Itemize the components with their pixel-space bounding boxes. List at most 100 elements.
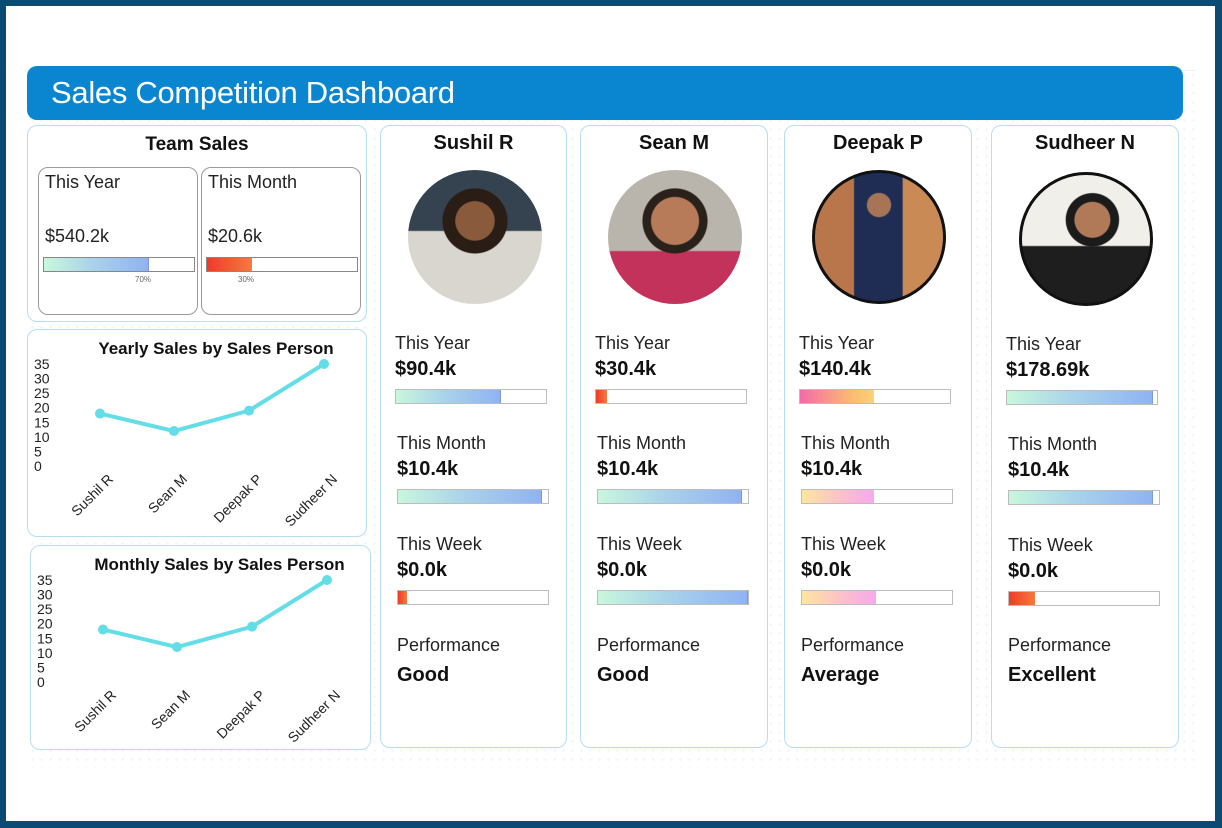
progress-fill <box>1009 491 1153 504</box>
metric-value: $0.0k <box>1008 560 1059 582</box>
team-card-value: $20.6k <box>208 226 263 246</box>
y-tick-label: 10 <box>37 645 53 661</box>
data-point[interactable] <box>95 408 105 419</box>
series-line <box>102 578 329 650</box>
metric-value: $0.0k <box>801 559 852 581</box>
data-point[interactable] <box>322 575 332 585</box>
progress-fill <box>396 390 501 403</box>
x-tick-label: Sudheer N <box>281 471 340 530</box>
y-tick-label: 30 <box>34 371 50 387</box>
data-point[interactable] <box>244 405 254 416</box>
team-card-percent: 70% <box>135 275 152 284</box>
metric-value: $30.4k <box>595 358 657 380</box>
team-sales-panel: Team Sales This Year $540.2k 70% This Mo… <box>27 125 367 322</box>
metric-label: This Month <box>597 433 687 453</box>
metric-value: $0.0k <box>597 559 648 581</box>
x-tick-label: Sean M <box>148 687 193 732</box>
monthly-sales-chart-panel: Monthly Sales by Sales Person 0 5 10 15 20 25 3… <box>30 545 371 750</box>
metric-value: $10.4k <box>801 458 863 480</box>
data-point[interactable] <box>169 426 179 437</box>
metric-value: $90.4k <box>395 358 457 380</box>
team-card-label: This Year <box>45 172 121 192</box>
progress-fill <box>802 490 874 503</box>
metric-progress-bar <box>395 389 547 404</box>
metric-value: $178.69k <box>1006 359 1090 381</box>
progress-fill <box>800 390 874 403</box>
performance-rating: Good <box>397 664 450 686</box>
chart-title: Monthly Sales by Sales Person <box>94 555 344 574</box>
y-tick-label: 25 <box>37 601 53 617</box>
metric-progress-bar <box>801 489 953 504</box>
y-tick-label: 5 <box>37 659 45 675</box>
salesperson-name: Sushil R <box>433 132 514 154</box>
performance-rating: Average <box>801 664 880 686</box>
x-tick-label: Deepak P <box>210 471 265 526</box>
progress-fill <box>596 390 607 403</box>
y-tick-label: 25 <box>34 385 50 401</box>
avatar <box>1019 172 1153 306</box>
metric-progress-bar <box>397 590 549 605</box>
salesperson-card: Sushil R This Year $90.4k This Month $10… <box>380 125 567 748</box>
metric-label: This Week <box>801 534 886 554</box>
team-card-percent: 30% <box>238 275 255 284</box>
team-year-progress-bar <box>43 257 195 272</box>
metric-value: $10.4k <box>397 458 459 480</box>
metric-label: This Week <box>597 534 682 554</box>
team-card-label: This Month <box>208 172 298 192</box>
data-point[interactable] <box>319 359 329 369</box>
metric-value: $0.0k <box>397 559 448 581</box>
metric-progress-bar <box>397 489 549 504</box>
y-tick-label: 10 <box>34 429 50 445</box>
y-tick-label: 30 <box>37 587 53 603</box>
progress-fill <box>1007 391 1153 404</box>
monthly-sales-chart: Monthly Sales by Sales Person05101520253… <box>37 555 345 745</box>
team-this-month-card: This Month $20.6k 30% <box>201 167 361 315</box>
y-tick-label: 0 <box>34 458 42 474</box>
y-tick-label: 35 <box>37 572 53 588</box>
performance-label: Performance <box>801 635 905 655</box>
salesperson-name: Sudheer N <box>1034 132 1136 154</box>
team-sales-title: Team Sales <box>145 134 249 155</box>
series-line <box>99 362 326 434</box>
salesperson-name: Deepak P <box>832 132 924 154</box>
metric-label: This Year <box>395 333 471 353</box>
salesperson-card: Sudheer N This Year $178.69k This Month … <box>991 125 1179 748</box>
y-tick-label: 20 <box>37 616 53 632</box>
x-tick-label: Sushil R <box>71 687 119 735</box>
metric-value: $10.4k <box>1008 459 1070 481</box>
metric-progress-bar <box>597 489 749 504</box>
x-tick-label: Sushil R <box>68 471 116 519</box>
team-card-value: $540.2k <box>45 226 110 246</box>
data-point[interactable] <box>172 642 182 653</box>
chart-title: Yearly Sales by Sales Person <box>98 339 333 358</box>
progress-fill <box>802 591 876 604</box>
progress-fill <box>598 591 748 604</box>
metric-progress-bar <box>597 590 749 605</box>
data-point[interactable] <box>98 624 108 635</box>
avatar <box>812 170 946 304</box>
performance-label: Performance <box>1008 635 1112 655</box>
metric-progress-bar <box>595 389 747 404</box>
metric-progress-bar <box>801 590 953 605</box>
data-point[interactable] <box>247 621 257 632</box>
metric-progress-bar <box>1008 591 1160 606</box>
metric-label: This Month <box>397 433 487 453</box>
metric-label: This Year <box>595 333 671 353</box>
page-title: Sales Competition Dashboard <box>51 75 455 110</box>
y-tick-label: 15 <box>34 414 50 430</box>
progress-fill <box>44 258 149 271</box>
metric-value: $10.4k <box>597 458 659 480</box>
yearly-sales-chart: Yearly Sales by Sales Person 051015202530… <box>34 339 340 530</box>
yearly-sales-chart-panel: Yearly Sales by Sales Person 0 5 10 15 20 25 30… <box>27 329 367 537</box>
y-tick-label: 0 <box>37 674 45 690</box>
dashboard-header: Sales Competition Dashboard <box>27 66 1183 120</box>
progress-fill <box>598 490 742 503</box>
y-tick-label: 20 <box>34 400 50 416</box>
progress-fill <box>398 490 542 503</box>
performance-rating: Good <box>597 664 650 686</box>
progress-fill <box>1009 592 1035 605</box>
metric-label: This Year <box>799 333 875 353</box>
x-tick-label: Sean M <box>145 471 190 516</box>
y-tick-label: 5 <box>34 443 42 459</box>
metric-value: $140.4k <box>799 358 872 380</box>
